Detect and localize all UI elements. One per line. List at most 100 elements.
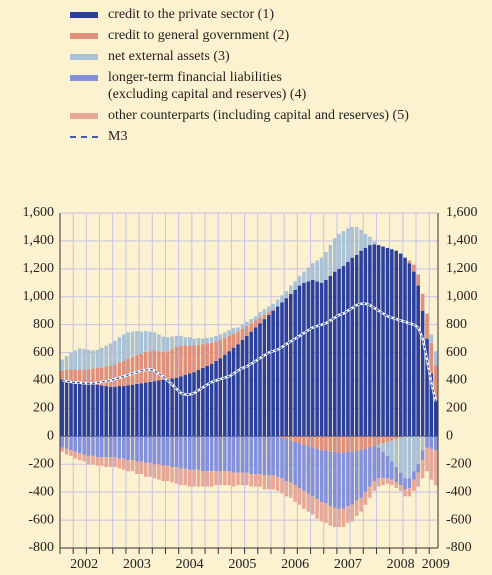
bar-segment (319, 436, 324, 451)
bar-segment (99, 385, 104, 437)
bar-segment (209, 342, 214, 364)
bar-segment (249, 319, 253, 324)
legend-item: net external assets (3) (70, 48, 409, 65)
bar-segment (130, 384, 135, 437)
bar-segment (205, 343, 210, 366)
bar-segment (82, 454, 86, 462)
bar-segment (126, 436, 130, 461)
bar-segment (201, 344, 205, 368)
bar-segment (284, 298, 289, 437)
y-tick-label: 200 (33, 401, 54, 416)
bar-segment (354, 450, 359, 501)
bar-segment (126, 358, 130, 386)
legend-swatch (70, 75, 98, 81)
bar-segment (271, 475, 275, 490)
bar-segment (262, 314, 267, 320)
bar-segment (187, 337, 192, 346)
bar-segment (332, 451, 337, 508)
bar-segment (271, 436, 275, 476)
bar-segment (139, 461, 144, 475)
bar-segment (302, 271, 306, 283)
bar-segment (310, 496, 315, 515)
bar-segment (174, 347, 179, 378)
bar-segment (280, 295, 284, 303)
bar-segment (121, 458, 126, 470)
bar-segment (429, 373, 434, 437)
bar-segment (319, 257, 324, 283)
bar-segment (302, 490, 306, 509)
bar-segment (218, 436, 223, 472)
bar-segment (161, 379, 166, 437)
bar-segment (236, 327, 240, 332)
bar-segment (262, 309, 267, 315)
bar-segment (95, 436, 100, 458)
bar-segment (412, 479, 416, 491)
bar-segment (157, 436, 161, 465)
bar-segment (407, 487, 412, 497)
bar-segment (407, 260, 412, 264)
bar-segment (354, 254, 359, 437)
bar-segment (135, 354, 139, 384)
bar-segment (209, 471, 214, 487)
bar-segment (319, 501, 324, 522)
bar-segment (398, 472, 403, 486)
bar-segment (293, 436, 297, 442)
bar-segment (183, 374, 188, 437)
bar-segment (420, 436, 425, 451)
bar-segment (214, 471, 218, 486)
bar-segment (86, 383, 91, 437)
bar-segment (121, 334, 126, 361)
bar-segment (253, 320, 258, 328)
bar-segment (165, 351, 170, 380)
bar-segment (416, 274, 420, 286)
bar-segment (420, 310, 425, 437)
bar-segment (359, 250, 363, 437)
bar-segment (170, 378, 174, 437)
bar-segment (376, 447, 381, 479)
bar-segment (253, 316, 258, 321)
bar-segment (86, 436, 91, 456)
bar-segment (86, 369, 91, 384)
bar-segment (275, 436, 280, 477)
bar-segment (363, 233, 368, 248)
bar-segment (104, 366, 108, 387)
bar-segment (165, 379, 170, 437)
bar-segment (139, 353, 144, 384)
bar-segment (381, 436, 385, 444)
bar-segment (385, 441, 390, 456)
bar-segment (434, 351, 438, 366)
bar-segment (324, 450, 328, 504)
bar-segment (60, 370, 64, 380)
bar-segment (258, 317, 262, 324)
bar-segment (420, 460, 425, 479)
bar-segment (240, 324, 245, 329)
bar-segment (434, 365, 438, 401)
bar-segment (341, 436, 346, 454)
y-tick-label: 800 (33, 317, 54, 332)
bar-segment (249, 474, 253, 487)
bar-segment (324, 280, 328, 437)
legend-label: longer-term financial liabilities (exclu… (108, 70, 307, 102)
bar-segment (249, 331, 253, 437)
bar-segment (161, 465, 166, 481)
bar-segment (73, 350, 78, 371)
bar-segment (121, 436, 126, 459)
bar-segment (104, 457, 108, 468)
bar-segment (192, 338, 196, 346)
bar-segment (245, 326, 249, 336)
bar-segment (341, 266, 346, 437)
bar-segment (267, 312, 271, 315)
bar-segment (240, 436, 245, 473)
bar-segment (78, 381, 82, 437)
bar-segment (412, 436, 416, 472)
bar-segment (231, 436, 236, 473)
bar-segment (350, 226, 355, 258)
bar-segment (288, 293, 293, 437)
bar-segment (170, 436, 174, 468)
bar-segment (416, 472, 420, 487)
bar-segment (117, 362, 122, 387)
legend-item: other counterparts (including capital an… (70, 107, 409, 124)
bar-segment (231, 347, 236, 437)
bar-segment (174, 335, 179, 347)
bar-segment (161, 436, 166, 466)
